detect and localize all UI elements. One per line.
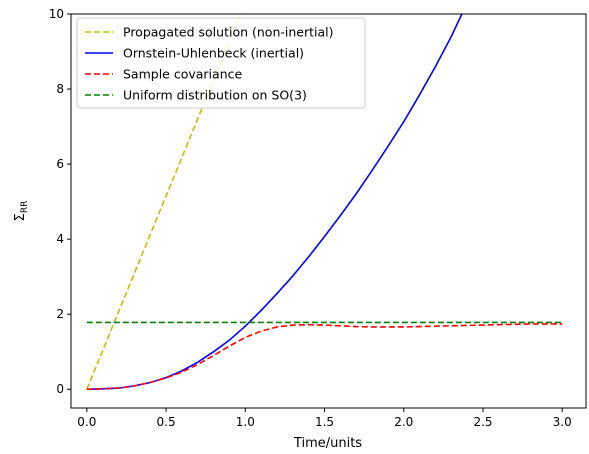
legend-label: Propagated solution (non-inertial) — [123, 25, 333, 40]
x-axis: 0.0 0.5 1.0 1.5 2.0 2.5 3.0 — [77, 408, 572, 429]
x-tick-label: 1.5 — [315, 415, 334, 429]
legend-frame — [76, 17, 366, 109]
series-line-3 — [86, 323, 563, 391]
x-tick-label: 2.5 — [473, 415, 492, 429]
series-layer — [86, 14, 563, 391]
y-tick-label: 2 — [56, 307, 64, 321]
legend-label: Sample covariance — [123, 67, 242, 82]
legend-label: Ornstein-Uhlenbeck (inertial) — [123, 46, 304, 61]
y-tick-label: 8 — [56, 82, 64, 96]
y-axis-title: ΣRR — [13, 201, 30, 222]
legend-label: Uniform distribution on SO(3) — [123, 88, 307, 103]
y-tick-label: 6 — [56, 157, 64, 171]
x-tick-label: 0.5 — [157, 415, 176, 429]
y-tick-label: 0 — [56, 382, 64, 396]
x-tick-label: 2.0 — [394, 415, 413, 429]
legend: Propagated solution (non-inertial) Ornste… — [76, 17, 366, 109]
y-tick-label: 10 — [49, 7, 64, 21]
plot-frame — [70, 13, 587, 409]
y-axis: 0 2 4 6 8 10 — [49, 7, 71, 396]
y-tick-label: 4 — [56, 232, 64, 246]
x-tick-label: 1.0 — [236, 415, 255, 429]
x-axis-title: Time/units — [293, 436, 362, 451]
x-tick-label: 3.0 — [553, 415, 572, 429]
series-line-1 — [86, 14, 242, 390]
x-tick-label: 0.0 — [77, 415, 96, 429]
